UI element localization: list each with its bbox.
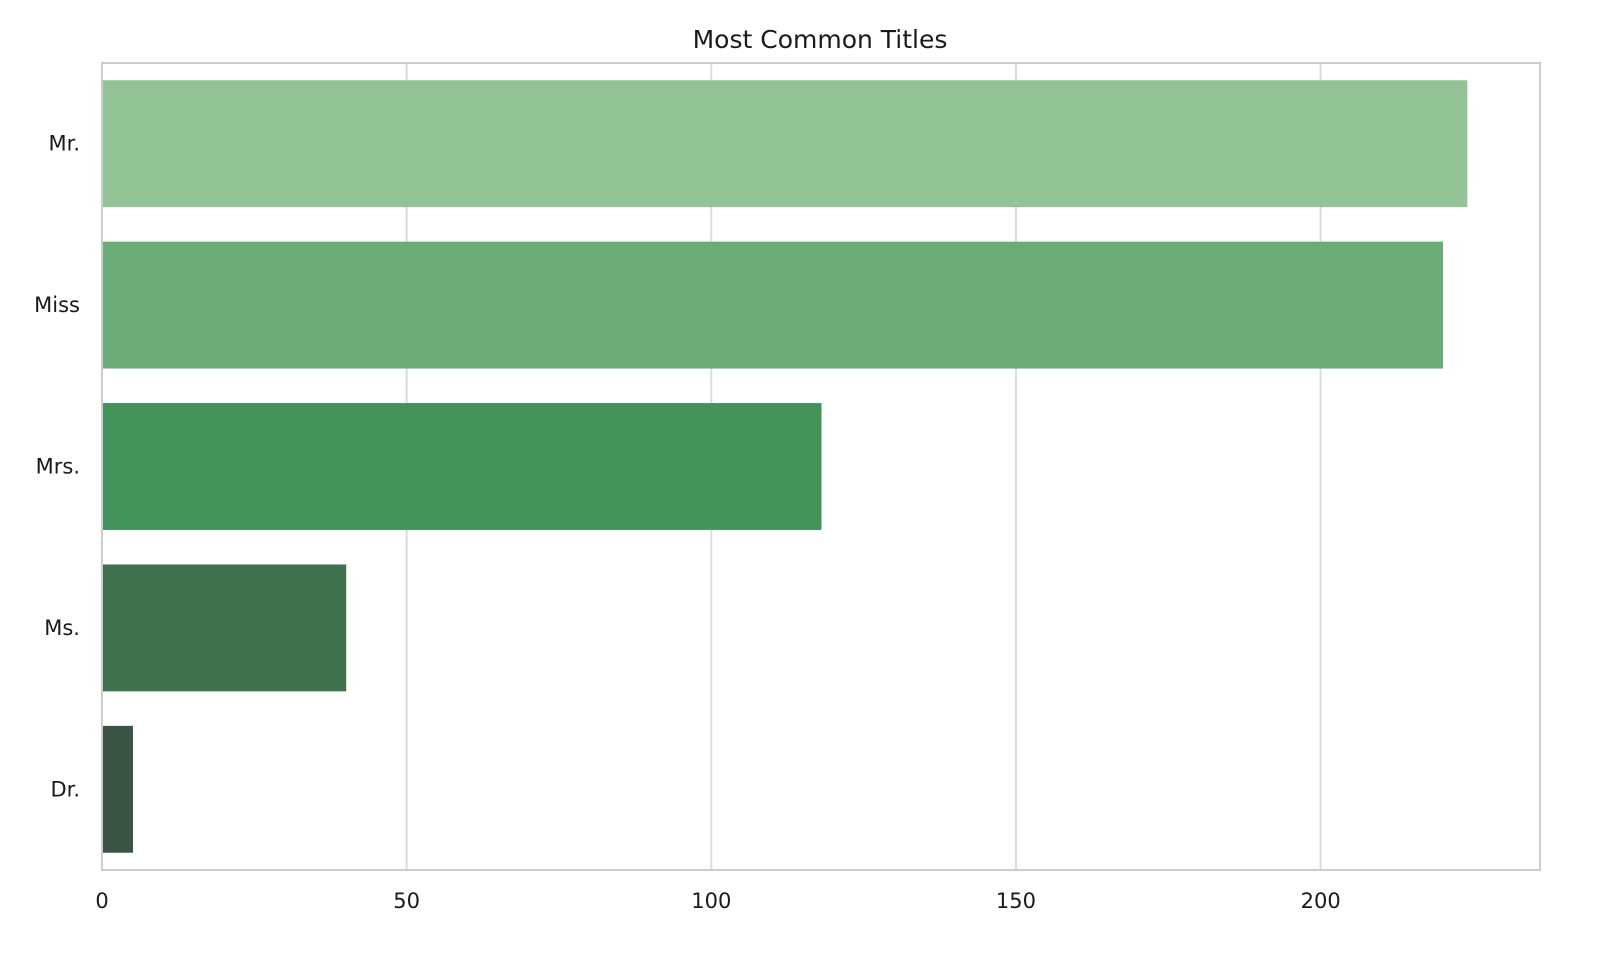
x-tick-label: 150 [996, 889, 1036, 913]
x-tick-labels: 0 50 100 150 200 [95, 889, 1340, 913]
bars [101, 80, 1468, 853]
y-tick-label: Miss [34, 293, 80, 317]
y-tick-label: Mrs. [36, 455, 80, 479]
bar-mrs [101, 403, 822, 530]
bar-miss [101, 241, 1444, 369]
x-tick-label: 200 [1301, 889, 1341, 913]
x-tick-label: 0 [95, 889, 108, 913]
bar-dr [101, 725, 133, 853]
bar-mr [101, 80, 1468, 208]
y-tick-label: Ms. [44, 616, 80, 640]
x-tick-label: 50 [393, 889, 420, 913]
bar-ms [101, 564, 347, 692]
plot-frame [101, 62, 1541, 871]
y-tick-label: Mr. [49, 132, 81, 156]
y-tick-labels: Mr. Miss Mrs. Ms. Dr. [34, 132, 80, 802]
chart-title: Most Common Titles [693, 25, 948, 54]
y-tick-label: Dr. [50, 777, 80, 801]
x-tick-label: 100 [691, 889, 731, 913]
